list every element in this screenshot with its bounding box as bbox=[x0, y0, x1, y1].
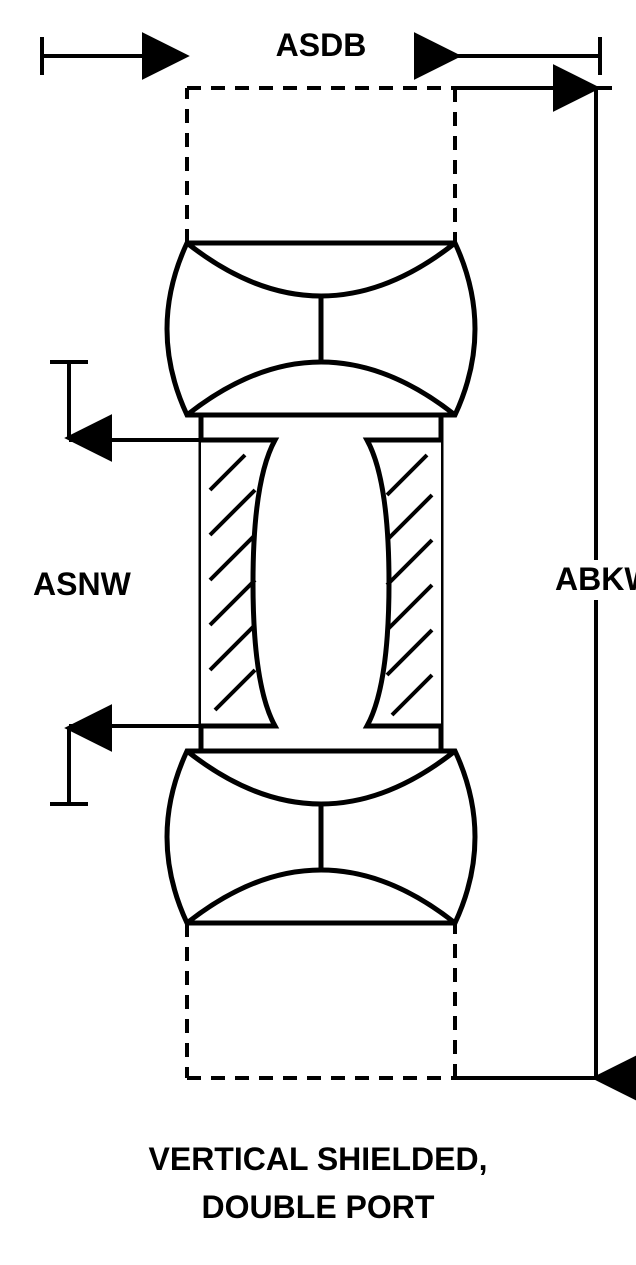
caption-line1: VERTICAL SHIELDED, bbox=[149, 1141, 488, 1177]
label-asnw: ASNW bbox=[33, 566, 132, 602]
diagram-canvas: ASDB ABKW ASNW VERTICAL SHIELDED, DOUBLE… bbox=[0, 0, 636, 1265]
top-nut bbox=[167, 243, 475, 415]
label-abkw: ABKW bbox=[555, 561, 636, 597]
caption-line2: DOUBLE PORT bbox=[202, 1189, 435, 1225]
bottom-nut bbox=[167, 751, 475, 923]
bottom-dashed-box bbox=[187, 923, 455, 1078]
top-dashed-box bbox=[187, 88, 455, 243]
label-asdb: ASDB bbox=[276, 27, 367, 63]
